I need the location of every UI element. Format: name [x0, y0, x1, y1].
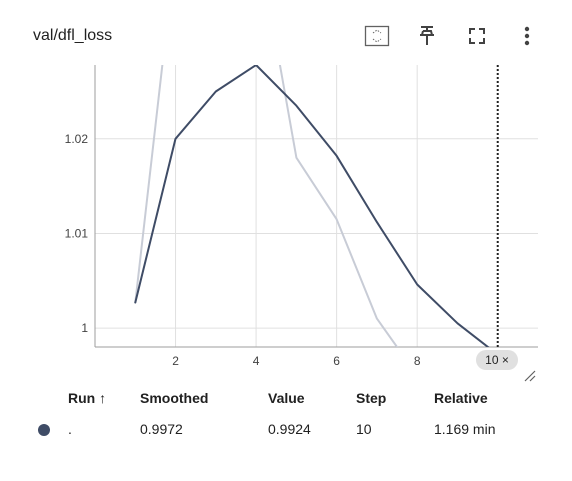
- legend-run: .: [68, 418, 140, 440]
- raw-series-line[interactable]: [135, 55, 497, 385]
- smoothed-series-line[interactable]: [135, 65, 497, 355]
- legend-header-color: [28, 388, 68, 418]
- legend-header-relative[interactable]: Relative: [434, 388, 534, 418]
- legend-row: . 0.9972 0.9924 10 1.169 min: [28, 418, 534, 440]
- legend-relative: 1.169 min: [434, 418, 534, 440]
- chart-area[interactable]: 2 4 6 8 1 1.01 1.02: [0, 55, 572, 385]
- run-color-dot-icon: [38, 424, 50, 436]
- more-vert-icon: [523, 25, 531, 47]
- pin-button[interactable]: [412, 22, 442, 50]
- card-title: val/dfl_loss: [33, 27, 112, 45]
- step-badge[interactable]: 10 ×: [476, 350, 518, 370]
- x-tick-label: 6: [333, 354, 340, 368]
- fullscreen-icon: [467, 26, 487, 46]
- legend-header-row: Run ↑ Smoothed Value Step Relative: [28, 388, 534, 418]
- legend-table: Run ↑ Smoothed Value Step Relative . 0.9…: [28, 388, 534, 440]
- y-tick-label: 1: [81, 321, 88, 335]
- fullscreen-button[interactable]: [462, 22, 492, 50]
- legend-header-run[interactable]: Run ↑: [68, 388, 140, 418]
- line-chart[interactable]: 2 4 6 8 1 1.01 1.02: [0, 55, 572, 385]
- legend-header-value[interactable]: Value: [268, 388, 356, 418]
- legend-header-smoothed[interactable]: Smoothed: [140, 388, 268, 418]
- legend-header-step[interactable]: Step: [356, 388, 434, 418]
- fit-domain-button[interactable]: [362, 22, 392, 50]
- legend-smoothed: 0.9972: [140, 418, 268, 440]
- legend-step: 10: [356, 418, 434, 440]
- fit-domain-icon: [364, 25, 390, 47]
- legend-color-cell: [28, 418, 68, 440]
- x-tick-label: 4: [253, 354, 260, 368]
- grid-lines: [95, 65, 538, 347]
- y-tick-label: 1.01: [65, 226, 89, 240]
- more-menu-button[interactable]: [512, 22, 542, 50]
- y-tick-label: 1.02: [65, 132, 89, 146]
- resize-handle-icon[interactable]: [522, 368, 536, 382]
- legend-value: 0.9924: [268, 418, 356, 440]
- x-tick-label: 2: [172, 354, 179, 368]
- pin-icon: [417, 25, 437, 47]
- x-tick-label: 8: [414, 354, 421, 368]
- series-layer: [135, 55, 497, 385]
